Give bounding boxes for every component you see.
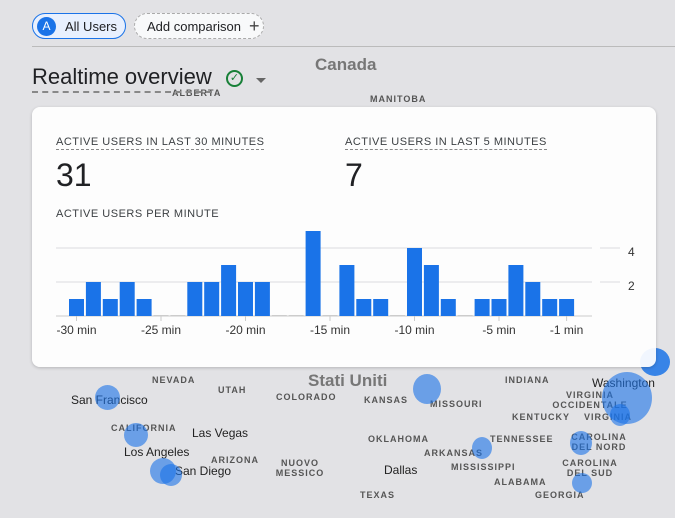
user-location-marker[interactable]	[413, 374, 441, 404]
map-region-label: NUOVO MESSICO	[275, 458, 325, 478]
metric-value-30-min: 31	[56, 157, 92, 193]
map-region-label: KENTUCKY	[512, 412, 571, 422]
map-city-label: San Diego	[175, 464, 232, 478]
bar	[305, 231, 321, 316]
x-tick-label: -30 min	[56, 323, 96, 337]
map-city-label: Dallas	[384, 463, 418, 477]
page-title[interactable]: Realtime overview	[32, 64, 212, 93]
x-tick-label: -25 min	[141, 323, 181, 337]
map-region-label: TEXAS	[360, 490, 396, 500]
chart-title: ACTIVE USERS PER MINUTE	[56, 208, 220, 220]
user-location-marker[interactable]	[124, 423, 148, 447]
map-country-label: Canada	[315, 55, 377, 74]
user-location-marker[interactable]	[160, 464, 182, 486]
bar	[525, 282, 541, 316]
bar	[187, 282, 203, 316]
bar	[339, 265, 355, 316]
user-location-marker[interactable]	[610, 404, 630, 426]
divider	[32, 46, 675, 47]
map-region-label: ALBERTA	[172, 88, 222, 98]
map-region-label: UTAH	[218, 385, 247, 395]
metric-label-5-min[interactable]: ACTIVE USERS IN LAST 5 MINUTES	[345, 136, 547, 150]
bar	[457, 315, 473, 316]
bar	[170, 315, 186, 316]
map-country-label: Stati Uniti	[308, 371, 388, 390]
map-region-label: TENNESSEE	[490, 434, 554, 444]
bar	[559, 299, 575, 316]
chevron-down-icon[interactable]	[256, 78, 266, 88]
map-region-label: MANITOBA	[370, 94, 427, 104]
bar	[390, 315, 406, 316]
x-tick-label: -15 min	[310, 323, 350, 337]
user-location-marker[interactable]	[95, 385, 120, 410]
map-region-label: GEORGIA	[535, 490, 585, 500]
bar	[423, 265, 439, 316]
bar	[440, 299, 456, 316]
map-region-label: OKLAHOMA	[368, 434, 429, 444]
map-region-label: VIRGINIA OCCIDENTALE	[552, 390, 628, 410]
map-region-label: MISSOURI	[430, 399, 483, 409]
map-region-label: CAROLINA DEL SUD	[562, 458, 618, 478]
bar	[119, 282, 135, 316]
x-tick-label: -10 min	[394, 323, 434, 337]
bar	[356, 299, 372, 316]
bar	[153, 315, 169, 316]
user-location-marker[interactable]	[570, 431, 592, 455]
map-region-label: VIRGINIA	[584, 412, 633, 422]
x-tick-label: -20 min	[225, 323, 265, 337]
bar	[221, 265, 237, 316]
map-region-label: ALABAMA	[494, 477, 547, 487]
bar	[508, 265, 524, 316]
x-tick-label: -5 min	[482, 323, 515, 337]
bar	[254, 282, 270, 316]
map-city-label: Las Vegas	[192, 426, 249, 440]
metric-label-30-min[interactable]: ACTIVE USERS IN LAST 30 MINUTES	[56, 136, 265, 150]
realtime-card: ACTIVE USERS IN LAST 30 MINUTES 31 ACTIV…	[32, 107, 656, 367]
metric-value-5-min: 7	[345, 157, 363, 193]
bar	[491, 299, 507, 316]
bar	[288, 315, 304, 316]
bar	[542, 299, 558, 316]
user-location-marker[interactable]	[572, 473, 592, 493]
y-tick-label: 2	[628, 279, 635, 293]
map-city-label: Los Angeles	[124, 445, 190, 459]
map-region-label: KANSAS	[364, 395, 409, 405]
bar	[102, 299, 118, 316]
bar	[474, 299, 490, 316]
map-region-label: ARIZONA	[211, 455, 259, 465]
bar	[69, 299, 84, 316]
map-region-label: NEVADA	[152, 375, 196, 385]
map-region-label: ARKANSAS	[424, 448, 484, 458]
bar	[407, 248, 422, 316]
bar	[204, 282, 220, 316]
bar	[136, 299, 152, 316]
bar	[85, 282, 101, 316]
segment-chip-all-users[interactable]: A All Users	[32, 13, 126, 39]
bar	[271, 315, 287, 316]
map-region-label: INDIANA	[505, 375, 550, 385]
y-tick-label: 4	[628, 245, 635, 259]
check-circle-icon: ✓	[226, 70, 243, 87]
add-comparison-button[interactable]: Add comparison +	[134, 13, 264, 39]
segment-avatar: A	[37, 16, 56, 36]
plus-icon: +	[248, 15, 260, 36]
bar	[322, 315, 338, 316]
segment-label: All Users	[65, 18, 118, 34]
add-comparison-label: Add comparison	[147, 18, 241, 34]
map-region-label: COLORADO	[276, 392, 337, 402]
bar	[238, 282, 253, 316]
map-region-label: CAROLINA DEL NORD	[571, 432, 627, 452]
x-tick-label: -1 min	[550, 323, 583, 337]
bar	[373, 299, 389, 316]
active-users-per-minute-chart: 2 4 -30 min -25 min -20 min -15 min -10 min -5 …	[56, 231, 635, 337]
user-location-marker[interactable]	[472, 437, 492, 459]
map-region-label: MISSISSIPPI	[451, 462, 516, 472]
